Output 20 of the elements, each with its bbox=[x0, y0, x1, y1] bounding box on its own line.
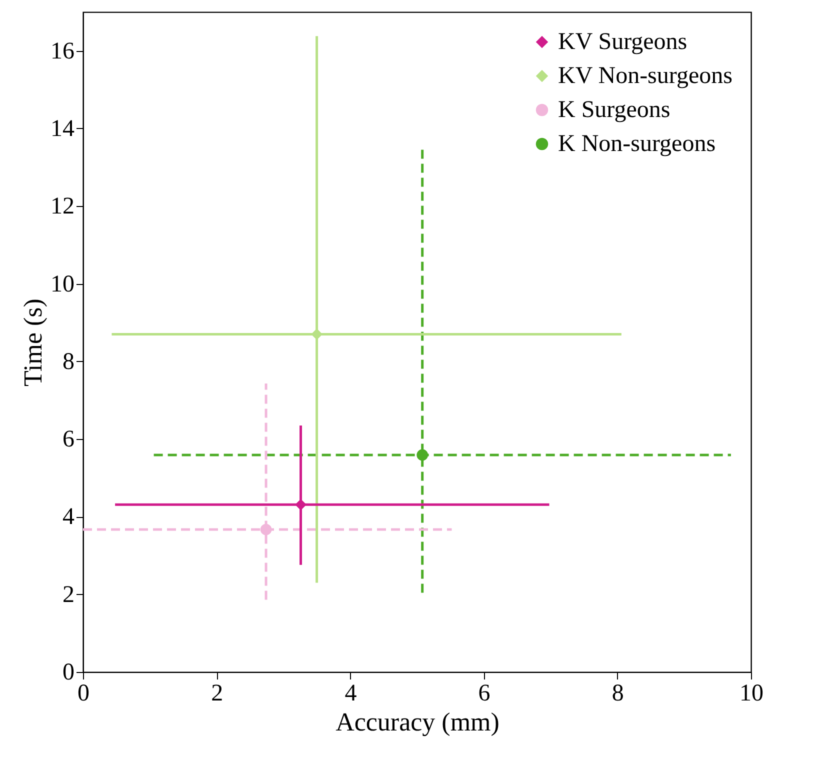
y-tick-label: 12 bbox=[50, 194, 74, 220]
y-tick-label: 2 bbox=[62, 582, 74, 608]
y-axis-title: Time (s) bbox=[18, 298, 48, 386]
x-tick-label: 10 bbox=[740, 680, 764, 706]
legend-label: K Non-surgeons bbox=[558, 131, 716, 157]
y-tick-label: 8 bbox=[62, 348, 74, 375]
legend-label: K Surgeons bbox=[558, 97, 670, 123]
y-tick-label: 0 bbox=[62, 660, 74, 686]
x-tick-label: 2 bbox=[211, 680, 224, 706]
legend-label: KV Surgeons bbox=[558, 29, 688, 55]
x-axis-title: Accuracy (mm) bbox=[336, 708, 500, 736]
y-tick-label: 14 bbox=[50, 116, 74, 142]
y-tick-label: 16 bbox=[50, 38, 74, 64]
y-tick-label: 4 bbox=[62, 504, 74, 530]
x-tick-label: 8 bbox=[612, 680, 624, 706]
y-tick-label: 6 bbox=[62, 426, 74, 453]
x-tick-label: 4 bbox=[344, 680, 357, 706]
legend-label: KV Non-surgeons bbox=[558, 63, 732, 89]
x-tick-label: 6 bbox=[478, 680, 490, 706]
y-tick-label: 10 bbox=[50, 271, 74, 298]
